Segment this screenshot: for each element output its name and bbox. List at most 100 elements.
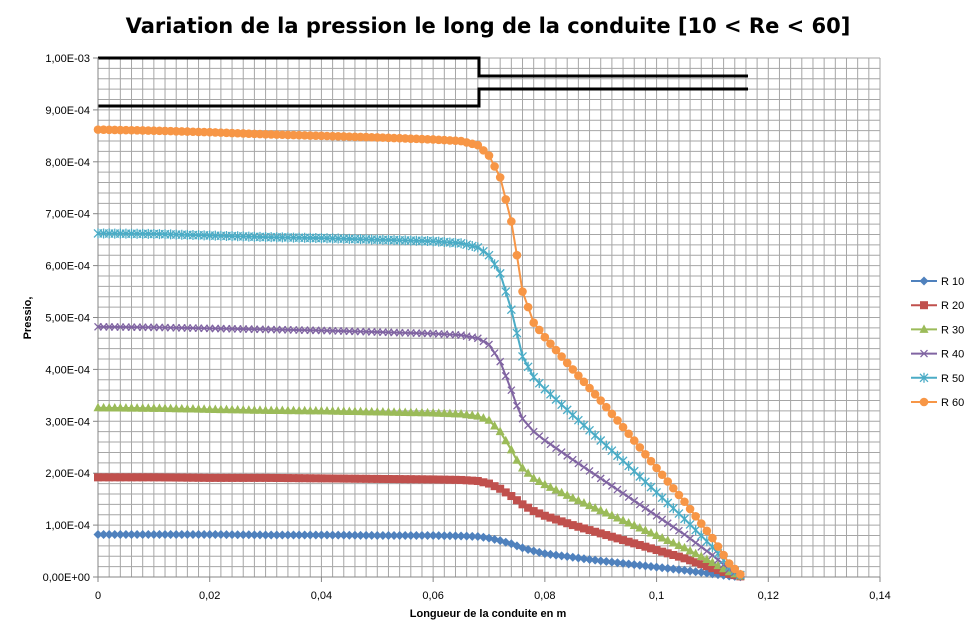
data-point (344, 530, 354, 540)
data-point (406, 407, 416, 417)
data-point (300, 474, 309, 483)
legend-label: R 40 (941, 349, 964, 361)
data-point (562, 358, 572, 368)
data-point (182, 403, 192, 413)
data-point (440, 475, 449, 484)
data-point (680, 497, 689, 507)
data-point (691, 567, 701, 577)
data-point (210, 529, 220, 539)
y-tick-label: 9,00E-04 (45, 105, 90, 117)
data-point (339, 406, 349, 415)
data-point (552, 444, 560, 453)
data-point (518, 500, 527, 509)
data-point (635, 500, 644, 509)
data-point (138, 529, 148, 539)
data-point (127, 473, 136, 482)
data-point (395, 475, 404, 484)
data-point (590, 390, 600, 399)
data-point (640, 525, 650, 534)
data-point (367, 530, 377, 540)
data-point (618, 455, 628, 466)
data-point (707, 557, 717, 566)
data-point (316, 530, 326, 540)
data-point (390, 475, 399, 484)
data-point (339, 474, 348, 483)
data-point (205, 404, 215, 413)
legend-item: R 30 (911, 324, 964, 336)
data-point (395, 530, 405, 540)
data-point (568, 493, 578, 502)
data-point (423, 530, 433, 540)
data-point (383, 530, 393, 540)
y-tick-label: 6,00E-04 (45, 261, 90, 273)
data-point (345, 474, 354, 483)
data-point (674, 490, 684, 500)
data-point (266, 530, 276, 540)
data-point (546, 513, 555, 522)
data-point (612, 558, 622, 568)
data-point (417, 530, 427, 540)
data-point (94, 473, 102, 482)
data-point (161, 473, 170, 482)
data-point (663, 549, 672, 558)
data-point (674, 526, 683, 535)
data-point (590, 430, 600, 441)
data-point (557, 448, 566, 456)
data-point (110, 529, 120, 539)
legend-marker (919, 276, 929, 286)
data-point (457, 475, 466, 484)
data-point (524, 503, 533, 512)
data-point (702, 547, 711, 556)
data-point (501, 195, 511, 204)
data-point (540, 479, 550, 489)
data-point (339, 530, 349, 540)
data-point (99, 529, 109, 539)
data-point (289, 474, 298, 483)
data-point (691, 538, 700, 547)
data-point (182, 529, 192, 539)
data-point (663, 563, 673, 573)
data-point (590, 503, 600, 512)
grid (97, 57, 881, 578)
data-point (445, 408, 455, 418)
data-point (512, 496, 521, 505)
data-point (630, 496, 639, 505)
data-point (177, 529, 187, 539)
data-point (216, 473, 225, 482)
data-point (496, 484, 505, 493)
data-point (210, 404, 220, 413)
data-point (367, 406, 377, 416)
data-point (462, 476, 471, 485)
data-point (490, 482, 499, 491)
legend-label: R 20 (941, 300, 964, 312)
legend-marker (920, 301, 928, 310)
data-point (221, 530, 231, 540)
data-point (104, 529, 114, 539)
data-point (523, 361, 533, 372)
data-point (434, 475, 443, 484)
data-point (350, 406, 360, 416)
data-point (702, 554, 712, 564)
data-point (601, 557, 611, 567)
y-axis-title: Pressio, (22, 297, 34, 340)
data-point (607, 557, 617, 567)
data-point (249, 530, 259, 540)
data-point (456, 531, 466, 541)
data-point (708, 533, 717, 543)
legend-item: R 10 (911, 276, 964, 288)
data-point (423, 475, 432, 484)
data-point (244, 473, 253, 482)
data-point (713, 542, 723, 551)
data-point (545, 482, 555, 491)
data-point (149, 403, 159, 412)
data-point (384, 475, 393, 484)
data-point (378, 407, 388, 416)
data-point (501, 488, 510, 497)
data-point (495, 173, 505, 182)
data-point (545, 549, 555, 559)
data-point (149, 473, 158, 482)
x-tick-label: 0,14 (869, 590, 890, 602)
data-point (450, 531, 460, 541)
legend-item: R 20 (911, 300, 964, 312)
data-point (657, 563, 667, 573)
